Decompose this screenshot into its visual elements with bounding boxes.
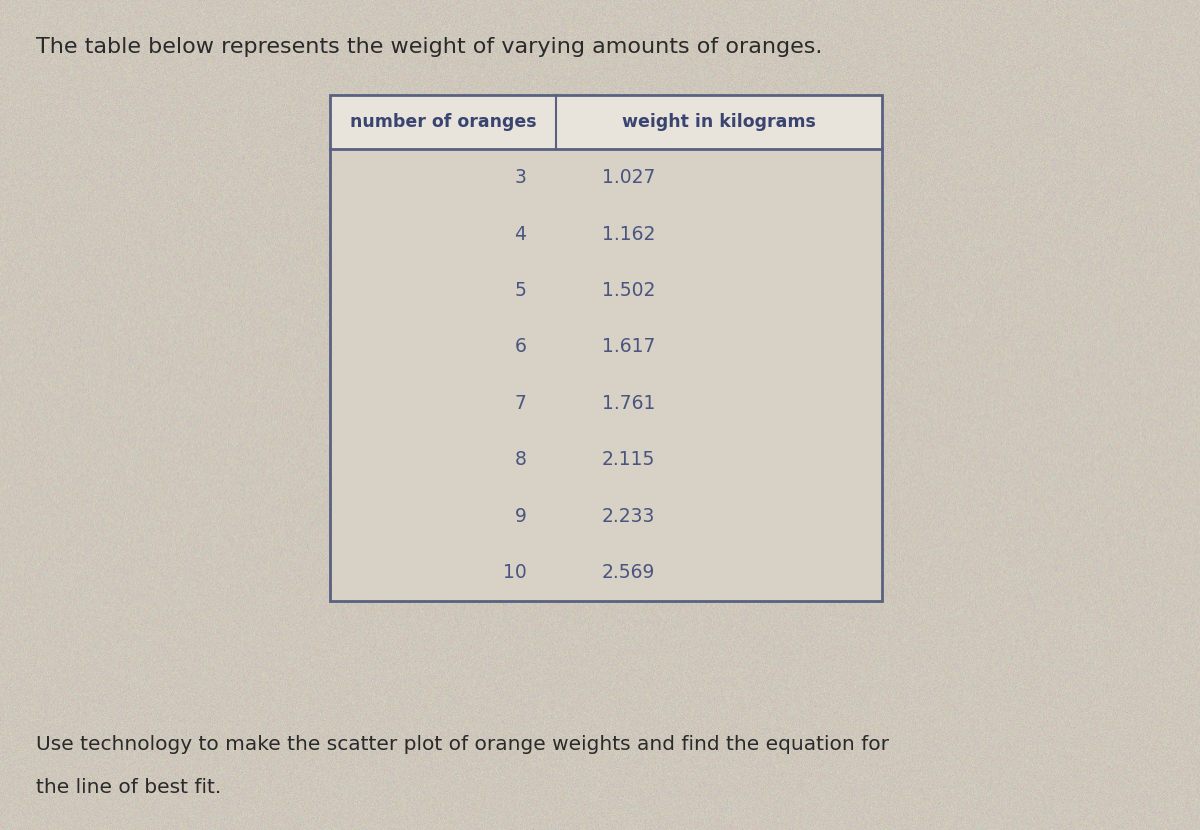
Text: The table below represents the weight of varying amounts of oranges.: The table below represents the weight of… <box>36 37 822 57</box>
Text: 9: 9 <box>515 507 527 525</box>
Text: number of oranges: number of oranges <box>350 114 536 131</box>
Text: 1.617: 1.617 <box>601 338 655 356</box>
Text: 8: 8 <box>515 451 527 469</box>
Text: 3: 3 <box>515 168 527 187</box>
Text: 2.569: 2.569 <box>601 564 655 582</box>
Text: 2.233: 2.233 <box>601 507 655 525</box>
Text: 4: 4 <box>515 225 527 243</box>
Text: 7: 7 <box>515 394 527 413</box>
Text: Use technology to make the scatter plot of orange weights and find the equation : Use technology to make the scatter plot … <box>36 735 889 754</box>
Text: the line of best fit.: the line of best fit. <box>36 778 221 797</box>
Text: 1.162: 1.162 <box>601 225 655 243</box>
Text: 2.115: 2.115 <box>601 451 655 469</box>
Text: 1.027: 1.027 <box>601 168 655 187</box>
Text: 6: 6 <box>515 338 527 356</box>
Text: 1.502: 1.502 <box>601 281 655 300</box>
Text: weight in kilograms: weight in kilograms <box>623 114 816 131</box>
Text: 5: 5 <box>515 281 527 300</box>
Text: 1.761: 1.761 <box>601 394 655 413</box>
Text: 10: 10 <box>503 564 527 582</box>
